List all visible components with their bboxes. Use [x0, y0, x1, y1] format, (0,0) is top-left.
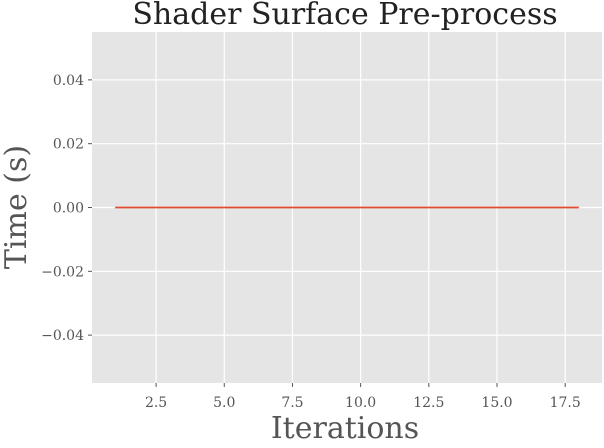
x-axis-ticks: 2.5 5.0 7.5 10.0 12.5 15.0 17.5: [145, 383, 581, 411]
y-tick-label-4: −0.04: [41, 328, 84, 344]
y-tick-label-3: −0.02: [41, 264, 84, 280]
x-axis-label: Iterations: [271, 411, 419, 444]
x-tick-label-6: 17.5: [550, 395, 581, 411]
x-tick-label-5: 15.0: [481, 395, 512, 411]
chart-title: Shader Surface Pre-process: [132, 0, 557, 32]
x-tick-label-0: 2.5: [145, 395, 167, 411]
y-tick-label-1: 0.02: [53, 137, 84, 153]
y-axis-ticks: 0.04 0.02 0.00 −0.02 −0.04: [41, 73, 92, 344]
x-tick-label-2: 7.5: [281, 395, 303, 411]
x-tick-label-1: 5.0: [213, 395, 235, 411]
y-tick-label-2: 0.00: [53, 201, 84, 217]
x-tick-label-4: 12.5: [413, 395, 444, 411]
y-tick-label-0: 0.04: [53, 73, 84, 89]
y-axis-label: Time (s): [0, 145, 34, 269]
x-tick-label-3: 10.0: [345, 395, 376, 411]
